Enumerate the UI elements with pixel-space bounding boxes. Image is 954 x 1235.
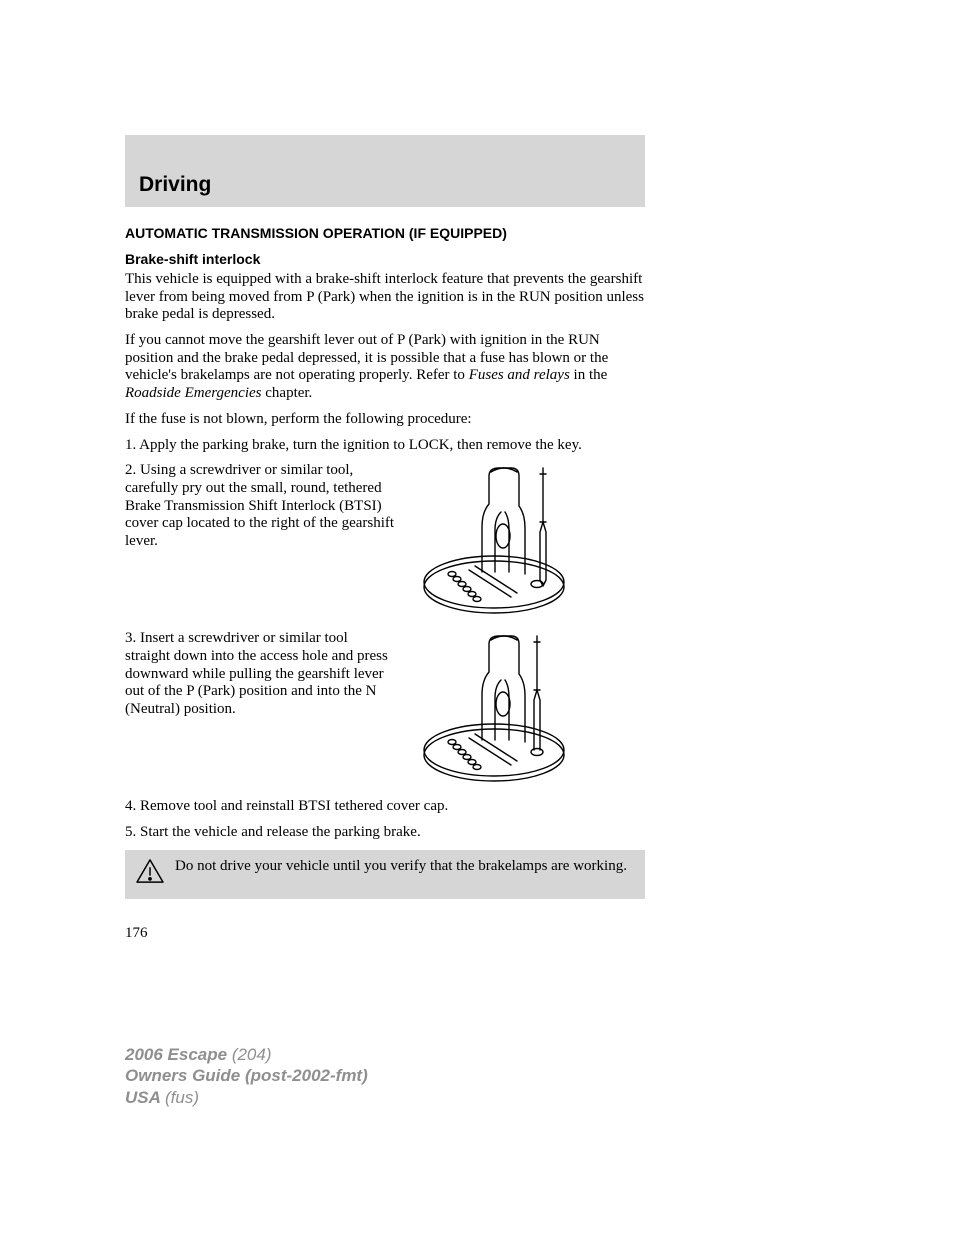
step-1: 1. Apply the parking brake, turn the ign… bbox=[125, 437, 645, 455]
page-number: 176 bbox=[125, 925, 645, 942]
footer-region: USA bbox=[125, 1088, 165, 1107]
warning-callout: Do not drive your vehicle until you veri… bbox=[125, 850, 645, 899]
step-3: 3. Insert a screwdriver or similar tool … bbox=[125, 630, 395, 718]
text-run: chapter. bbox=[262, 385, 313, 401]
step-5: 5. Start the vehicle and release the par… bbox=[125, 824, 645, 842]
footer-code: (204) bbox=[232, 1045, 272, 1064]
figure-shifter-insert bbox=[409, 630, 579, 790]
footer-line-2: Owners Guide (post-2002-fmt) bbox=[125, 1065, 368, 1086]
footer-line-1: 2006 Escape (204) bbox=[125, 1044, 368, 1065]
chapter-header-band: Driving bbox=[125, 135, 645, 207]
paragraph-intro: This vehicle is equipped with a brake-sh… bbox=[125, 271, 645, 324]
step-2: 2. Using a screwdriver or similar tool, … bbox=[125, 462, 395, 550]
paragraph-procedure-lead: If the fuse is not blown, perform the fo… bbox=[125, 411, 645, 429]
footer-block: 2006 Escape (204) Owners Guide (post-200… bbox=[125, 1044, 368, 1108]
text-run: in the bbox=[570, 367, 608, 383]
paragraph-fuse: If you cannot move the gearshift lever o… bbox=[125, 332, 645, 403]
footer-line-3: USA (fus) bbox=[125, 1087, 368, 1108]
chapter-title: Driving bbox=[139, 173, 211, 197]
text-italic: Roadside Emergencies bbox=[125, 385, 262, 401]
sub-heading: Brake-shift interlock bbox=[125, 251, 645, 267]
step-3-row: 3. Insert a screwdriver or similar tool … bbox=[125, 630, 645, 790]
section-heading: AUTOMATIC TRANSMISSION OPERATION (IF EQU… bbox=[125, 225, 645, 241]
footer-fus: (fus) bbox=[165, 1088, 199, 1107]
warning-text: Do not drive your vehicle until you veri… bbox=[175, 858, 627, 876]
step-2-row: 2. Using a screwdriver or similar tool, … bbox=[125, 462, 645, 622]
text-italic: Fuses and relays bbox=[469, 367, 570, 383]
step-4: 4. Remove tool and reinstall BTSI tether… bbox=[125, 798, 645, 816]
figure-shifter-pry bbox=[409, 462, 579, 622]
footer-model: 2006 Escape bbox=[125, 1045, 232, 1064]
warning-triangle-icon bbox=[135, 858, 165, 889]
